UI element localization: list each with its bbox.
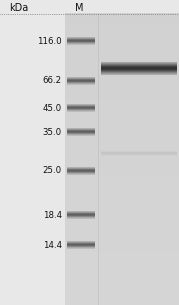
Text: M: M (74, 3, 83, 13)
Text: 35.0: 35.0 (43, 128, 62, 137)
Text: kDa: kDa (9, 3, 28, 13)
Text: 18.4: 18.4 (43, 210, 62, 220)
Text: 45.0: 45.0 (43, 104, 62, 113)
Text: 25.0: 25.0 (43, 166, 62, 175)
Text: 14.4: 14.4 (43, 241, 62, 250)
Text: 116.0: 116.0 (37, 37, 62, 46)
Text: 66.2: 66.2 (43, 76, 62, 85)
